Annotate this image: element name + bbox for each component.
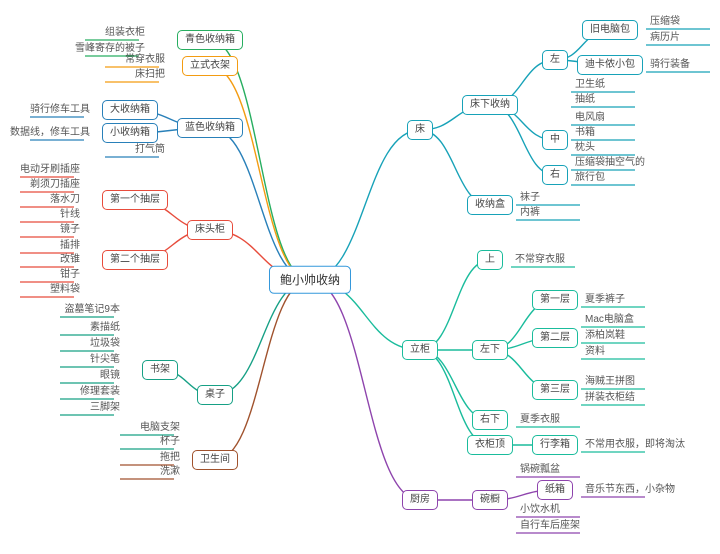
- mindmap-leaf: 病历片: [650, 32, 680, 44]
- mindmap-node: 中: [542, 130, 568, 150]
- mindmap-node: 右: [542, 165, 568, 185]
- mindmap-leaf: 旅行包: [575, 172, 605, 184]
- mindmap-node: 床下收纳: [462, 95, 518, 115]
- mindmap-leaf: 电风扇: [575, 112, 605, 124]
- mindmap-leaf: 钳子: [60, 269, 80, 281]
- mindmap-leaf: 修理套装: [80, 386, 120, 398]
- mindmap-leaf: 骑行修车工具: [30, 104, 90, 116]
- mindmap-node: 行李箱: [532, 435, 578, 455]
- mindmap-leaf: 卫生纸: [575, 79, 605, 91]
- mindmap-node: 衣柜顶: [467, 435, 513, 455]
- mindmap-leaf: 锅碗瓢盆: [520, 464, 560, 476]
- mindmap-leaf: 夏季衣服: [520, 414, 560, 426]
- mindmap-node: 迪卡侬小包: [577, 55, 643, 75]
- mindmap-node: 上: [477, 250, 503, 270]
- mindmap-node: 蓝色收纳箱: [177, 118, 243, 138]
- mindmap-node: 纸箱: [537, 480, 573, 500]
- mindmap-node: 卫生间: [192, 450, 238, 470]
- mindmap-leaf: 不常用衣服，即将淘汰: [585, 439, 685, 451]
- mindmap-leaf: 组装衣柜: [105, 27, 145, 39]
- mindmap-node: 桌子: [197, 385, 233, 405]
- mindmap-leaf: 不常穿衣服: [515, 254, 565, 266]
- mindmap-leaf: 落水刀: [50, 194, 80, 206]
- mindmap-leaf: 抽纸: [575, 94, 595, 106]
- mindmap-leaf: 剃须刀插座: [30, 179, 80, 191]
- mindmap-node: 第二个抽层: [102, 250, 168, 270]
- mindmap-leaf: 内裤: [520, 207, 540, 219]
- mindmap-leaf: Mac电脑盒: [585, 314, 634, 326]
- mindmap-leaf: 自行车后座架: [520, 520, 580, 532]
- mindmap-leaf: 拼装衣柜结: [585, 392, 635, 404]
- mindmap-node: 第一层: [532, 290, 578, 310]
- mindmap-node: 收纳盒: [467, 195, 513, 215]
- mindmap-node: 厨房: [402, 490, 438, 510]
- mindmap-leaf: 添柏岚鞋: [585, 330, 625, 342]
- mindmap-leaf: 压缩袋抽空气的: [575, 157, 645, 169]
- mindmap-leaf: 镜子: [60, 224, 80, 236]
- mindmap-leaf: 盗墓笔记9本: [64, 304, 120, 316]
- mindmap-node: 第三层: [532, 380, 578, 400]
- mindmap-leaf: 素描纸: [90, 322, 120, 334]
- mindmap-leaf: 插排: [60, 240, 80, 252]
- mindmap-node: 小收纳箱: [102, 123, 158, 143]
- mindmap-leaf: 洗漱: [160, 466, 180, 478]
- mindmap-leaf: 杯子: [160, 436, 180, 448]
- mindmap-leaf: 针线: [60, 209, 80, 221]
- mindmap-node: 立柜: [402, 340, 438, 360]
- mindmap-leaf: 三脚架: [90, 402, 120, 414]
- mindmap-leaf: 塑料袋: [50, 284, 80, 296]
- mindmap-leaf: 电脑支架: [140, 422, 180, 434]
- mindmap-node: 床头柜: [187, 220, 233, 240]
- mindmap-node: 立式衣架: [182, 56, 238, 76]
- mindmap-leaf: 资料: [585, 346, 605, 358]
- mindmap-leaf: 针尖笔: [90, 354, 120, 366]
- mindmap-node: 左: [542, 50, 568, 70]
- mindmap-leaf: 袜子: [520, 192, 540, 204]
- mindmap-leaf: 骑行装备: [650, 59, 690, 71]
- mindmap-node: 书架: [142, 360, 178, 380]
- mindmap-leaf: 打气筒: [135, 144, 165, 156]
- mindmap-node: 第一个抽层: [102, 190, 168, 210]
- mindmap-leaf: 枕头: [575, 142, 595, 154]
- mindmap-leaf: 压缩袋: [650, 16, 680, 28]
- mindmap-node: 床: [407, 120, 433, 140]
- mindmap-leaf: 常穿衣服: [125, 54, 165, 66]
- mindmap-leaf: 拖把: [160, 452, 180, 464]
- mindmap-leaf: 数据线，修车工具: [10, 127, 90, 139]
- mindmap-leaf: 眼镜: [100, 370, 120, 382]
- mindmap-node: 第二层: [532, 328, 578, 348]
- mindmap-leaf: 海贼王拼图: [585, 376, 635, 388]
- mindmap-leaf: 电动牙刷插座: [20, 164, 80, 176]
- mindmap-root: 鲍小帅收纳: [269, 266, 351, 294]
- mindmap-leaf: 床扫把: [135, 69, 165, 81]
- mindmap-leaf: 书箱: [575, 127, 595, 139]
- mindmap-node: 右下: [472, 410, 508, 430]
- mindmap-leaf: 改锥: [60, 254, 80, 266]
- mindmap-node: 左下: [472, 340, 508, 360]
- mindmap-node: 旧电脑包: [582, 20, 638, 40]
- mindmap-node: 碗橱: [472, 490, 508, 510]
- mindmap-node: 青色收纳箱: [177, 30, 243, 50]
- mindmap-leaf: 小饮水机: [520, 504, 560, 516]
- mindmap-node: 大收纳箱: [102, 100, 158, 120]
- mindmap-leaf: 夏季裤子: [585, 294, 625, 306]
- mindmap-leaf: 音乐节东西，小杂物: [585, 484, 675, 496]
- mindmap-leaf: 垃圾袋: [90, 338, 120, 350]
